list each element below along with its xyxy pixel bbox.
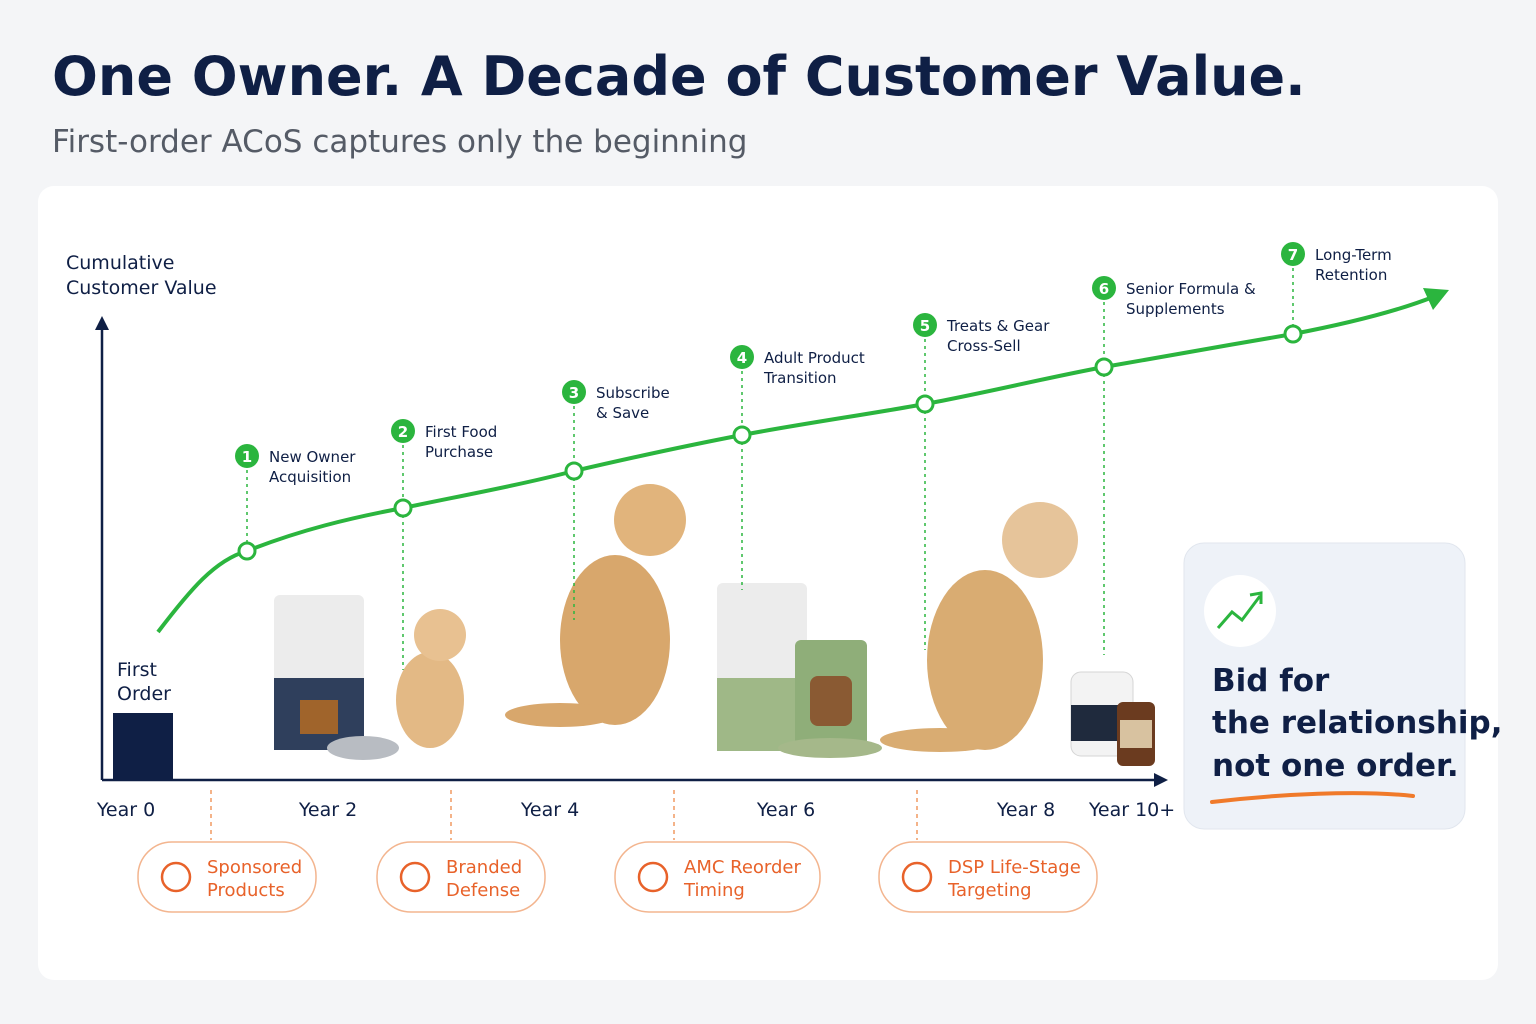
milestone-label: Treats & Gear	[946, 317, 1050, 335]
x-axis-label: Year 10+	[1088, 799, 1175, 821]
x-axis-label: Year 4	[520, 799, 579, 821]
tactic-pill	[878, 841, 1098, 913]
tactic-label: Targeting	[947, 880, 1032, 901]
milestone-number: 1	[242, 448, 252, 466]
x-axis-label: Year 2	[298, 799, 357, 821]
milestone-label: Supplements	[1126, 300, 1225, 318]
milestone-badge	[235, 444, 259, 468]
milestone-label: New Owner	[269, 448, 356, 466]
y-axis-label: Cumulative	[66, 252, 174, 274]
tactic-pill	[614, 841, 821, 913]
milestone-label: Acquisition	[269, 468, 351, 486]
x-axis-label: Year 0	[96, 799, 155, 821]
callout-icon	[1204, 575, 1276, 647]
milestone-badge	[391, 419, 415, 443]
tactic-pill	[376, 841, 546, 913]
tactic-label: AMC Reorder	[684, 857, 802, 878]
milestone-point	[915, 394, 935, 414]
milestone-label: Cross-Sell	[947, 337, 1021, 355]
x-axis-arrow	[1154, 773, 1168, 787]
milestone-number: 3	[569, 384, 579, 402]
callout-text: Bid for	[1212, 663, 1330, 699]
callout-text: the relationship,	[1212, 705, 1503, 741]
milestone-point	[564, 461, 584, 481]
x-axis-label: Year 8	[996, 799, 1055, 821]
generated: Year 0 Year 2 Year 4 Year 6 Year 8 Year 10+ 1 N…	[96, 242, 1392, 913]
callout-underline	[1210, 791, 1415, 804]
milestone-label: Adult Product	[764, 349, 865, 367]
tactic-label: Branded	[446, 857, 522, 878]
milestone-badge	[1281, 242, 1305, 266]
tactic-icon	[901, 861, 933, 893]
tactic-icon	[160, 861, 192, 893]
milestone-label: Retention	[1315, 266, 1387, 284]
milestone-point	[237, 541, 257, 561]
milestone-number: 7	[1288, 246, 1298, 264]
milestone-number: 6	[1099, 280, 1109, 298]
milestone-point	[393, 498, 413, 518]
tactic-connectors	[210, 790, 918, 840]
x-axis-label: Year 6	[756, 799, 815, 821]
milestone-point	[732, 425, 752, 445]
milestone-point	[1283, 324, 1303, 344]
milestone-number: 5	[920, 317, 930, 335]
milestone-number: 2	[398, 423, 408, 441]
y-axis-label: Customer Value	[66, 277, 217, 299]
milestone-label: First Food	[425, 423, 497, 441]
milestone-badge	[913, 313, 937, 337]
tactic-label: Sponsored	[207, 857, 302, 878]
tactic-pill	[137, 841, 317, 913]
tactic-label: Products	[207, 880, 285, 901]
first-order-bar	[113, 713, 173, 780]
milestone-label: Long-Term	[1315, 246, 1392, 264]
milestone-label: & Save	[596, 404, 649, 422]
milestone-badge	[730, 345, 754, 369]
curve-arrow	[1423, 288, 1449, 310]
tactic-icon	[399, 861, 431, 893]
milestone-label: Purchase	[425, 443, 493, 461]
subtitle: First-order ACoS captures only the begin…	[52, 124, 747, 160]
tactic-label: Timing	[683, 880, 745, 901]
y-axis-arrow	[95, 316, 109, 330]
milestone-number: 4	[737, 349, 747, 367]
milestone-label: Subscribe	[596, 384, 670, 402]
first-order-label: First	[117, 659, 157, 681]
first-order-label: Order	[117, 683, 171, 705]
milestone-badge	[562, 380, 586, 404]
milestone-label: Transition	[763, 369, 837, 387]
callout-text: not one order.	[1212, 748, 1459, 784]
milestone-badge	[1092, 276, 1116, 300]
title: One Owner. A Decade of Customer Value.	[52, 45, 1306, 108]
illustrations	[274, 484, 1155, 766]
tactic-icon	[637, 861, 669, 893]
milestone-label: Senior Formula &	[1126, 280, 1256, 298]
trend-icon	[1216, 591, 1263, 629]
tactic-label: Defense	[446, 880, 520, 901]
tactic-label: DSP Life-Stage	[948, 857, 1081, 878]
milestone-point	[1094, 357, 1114, 377]
